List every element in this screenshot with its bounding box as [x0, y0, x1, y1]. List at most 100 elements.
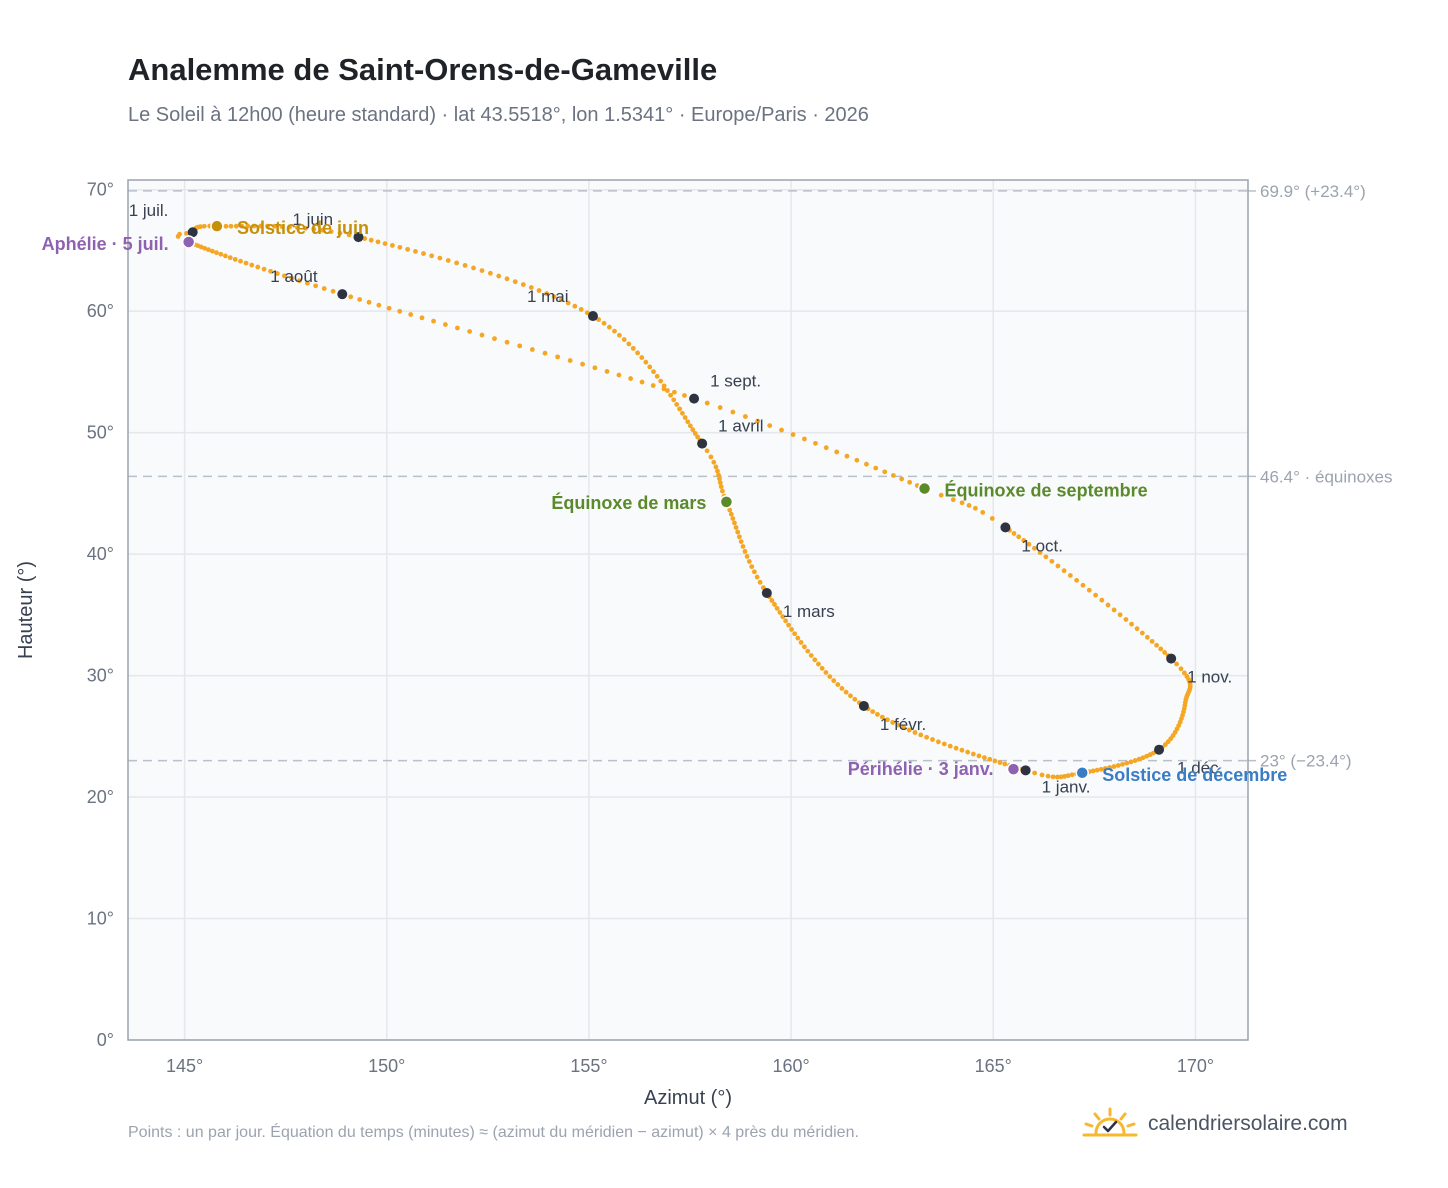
- day-point: [437, 255, 443, 261]
- day-point: [445, 258, 451, 263]
- day-point: [1093, 592, 1099, 598]
- day-point: [736, 534, 742, 540]
- y-tick-label: 0°: [97, 1030, 114, 1050]
- day-point: [661, 386, 667, 392]
- day-point: [823, 445, 829, 451]
- day-point: [947, 743, 953, 749]
- day-point: [767, 423, 773, 428]
- day-point: [1058, 774, 1064, 780]
- day-point: [1061, 568, 1067, 574]
- day-point: [572, 303, 578, 309]
- day-point: [742, 414, 748, 419]
- day-point: [816, 661, 821, 667]
- day-point: [492, 336, 497, 342]
- day-point: [717, 476, 722, 482]
- day-point: [454, 260, 460, 266]
- day-point: [202, 245, 208, 251]
- day-point: [366, 299, 372, 305]
- day-point: [1045, 773, 1051, 779]
- month-label-1-dec: 1 déc.: [1177, 759, 1223, 778]
- day-point: [551, 294, 557, 300]
- day-point: [1107, 765, 1113, 770]
- day-point: [239, 223, 245, 229]
- day-point: [844, 453, 850, 459]
- day-point: [802, 436, 807, 442]
- day-point: [1026, 541, 1032, 547]
- day-point: [834, 449, 840, 455]
- day-point: [512, 279, 518, 285]
- month-marker-1-oct: [1000, 522, 1011, 533]
- day-point: [386, 305, 392, 311]
- day-point: [471, 265, 476, 271]
- month-label-1-oct: 1 oct.: [1021, 536, 1063, 555]
- day-point: [596, 317, 602, 322]
- day-point: [626, 341, 632, 347]
- day-point: [735, 529, 741, 535]
- day-point: [368, 237, 374, 243]
- event-label-perihelie-3-janv: Périhélie · 3 janv.: [848, 759, 994, 779]
- month-marker-1-juil: [187, 227, 198, 238]
- day-point: [839, 686, 845, 691]
- x-tick-label: 165°: [975, 1056, 1012, 1076]
- day-point: [397, 244, 403, 250]
- day-point: [695, 434, 700, 440]
- reference-label: 69.9° (+23.4°): [1260, 182, 1366, 201]
- day-point: [297, 278, 302, 284]
- day-point: [1074, 577, 1080, 583]
- day-point: [852, 696, 858, 702]
- day-point: [397, 308, 403, 314]
- month-label-1-avril: 1 avril: [718, 417, 763, 436]
- day-point: [1049, 558, 1055, 564]
- day-point: [1050, 774, 1056, 780]
- day-point: [959, 747, 965, 753]
- day-point: [890, 720, 896, 725]
- day-point: [769, 598, 775, 603]
- day-point: [790, 432, 796, 437]
- day-point: [801, 644, 807, 650]
- day-point: [882, 469, 888, 475]
- month-label-1-juil: 1 juil.: [129, 201, 169, 220]
- day-point: [1016, 534, 1022, 540]
- day-point: [376, 302, 382, 308]
- month-marker-1-aout: [337, 289, 348, 300]
- day-point: [643, 359, 649, 365]
- event-label-solstice-de-juin: Solstice de juin: [237, 218, 369, 238]
- day-point: [727, 507, 733, 513]
- day-point: [528, 285, 534, 290]
- day-point: [578, 307, 584, 312]
- day-point: [733, 525, 739, 530]
- day-point: [654, 373, 660, 379]
- day-point: [1102, 766, 1108, 771]
- day-point: [671, 397, 677, 403]
- day-point: [228, 223, 234, 229]
- day-point: [382, 241, 388, 246]
- day-point: [1105, 602, 1111, 608]
- day-point: [431, 318, 436, 324]
- day-point: [1149, 638, 1155, 644]
- day-point: [1043, 554, 1049, 560]
- day-point: [348, 294, 354, 300]
- day-point: [313, 283, 319, 289]
- day-point: [936, 739, 941, 745]
- day-point: [959, 500, 965, 506]
- day-point: [1136, 756, 1142, 762]
- day-point: [517, 343, 523, 349]
- day-point: [1080, 582, 1086, 588]
- month-marker-1-juin: [353, 232, 364, 243]
- day-point: [728, 511, 734, 517]
- day-point: [1094, 767, 1100, 773]
- day-point: [716, 472, 721, 478]
- day-point: [692, 431, 698, 436]
- day-point: [966, 502, 972, 508]
- x-axis-ticks: 145° 150° 155° 160° 165° 170°: [166, 1056, 1214, 1076]
- day-point: [682, 415, 688, 420]
- y-tick-label: 30°: [87, 666, 114, 686]
- day-point: [795, 635, 801, 641]
- day-point: [294, 225, 300, 230]
- day-point: [650, 383, 656, 388]
- day-point: [251, 223, 257, 229]
- day-point: [429, 253, 435, 259]
- day-point: [755, 418, 761, 424]
- day-point: [777, 610, 783, 615]
